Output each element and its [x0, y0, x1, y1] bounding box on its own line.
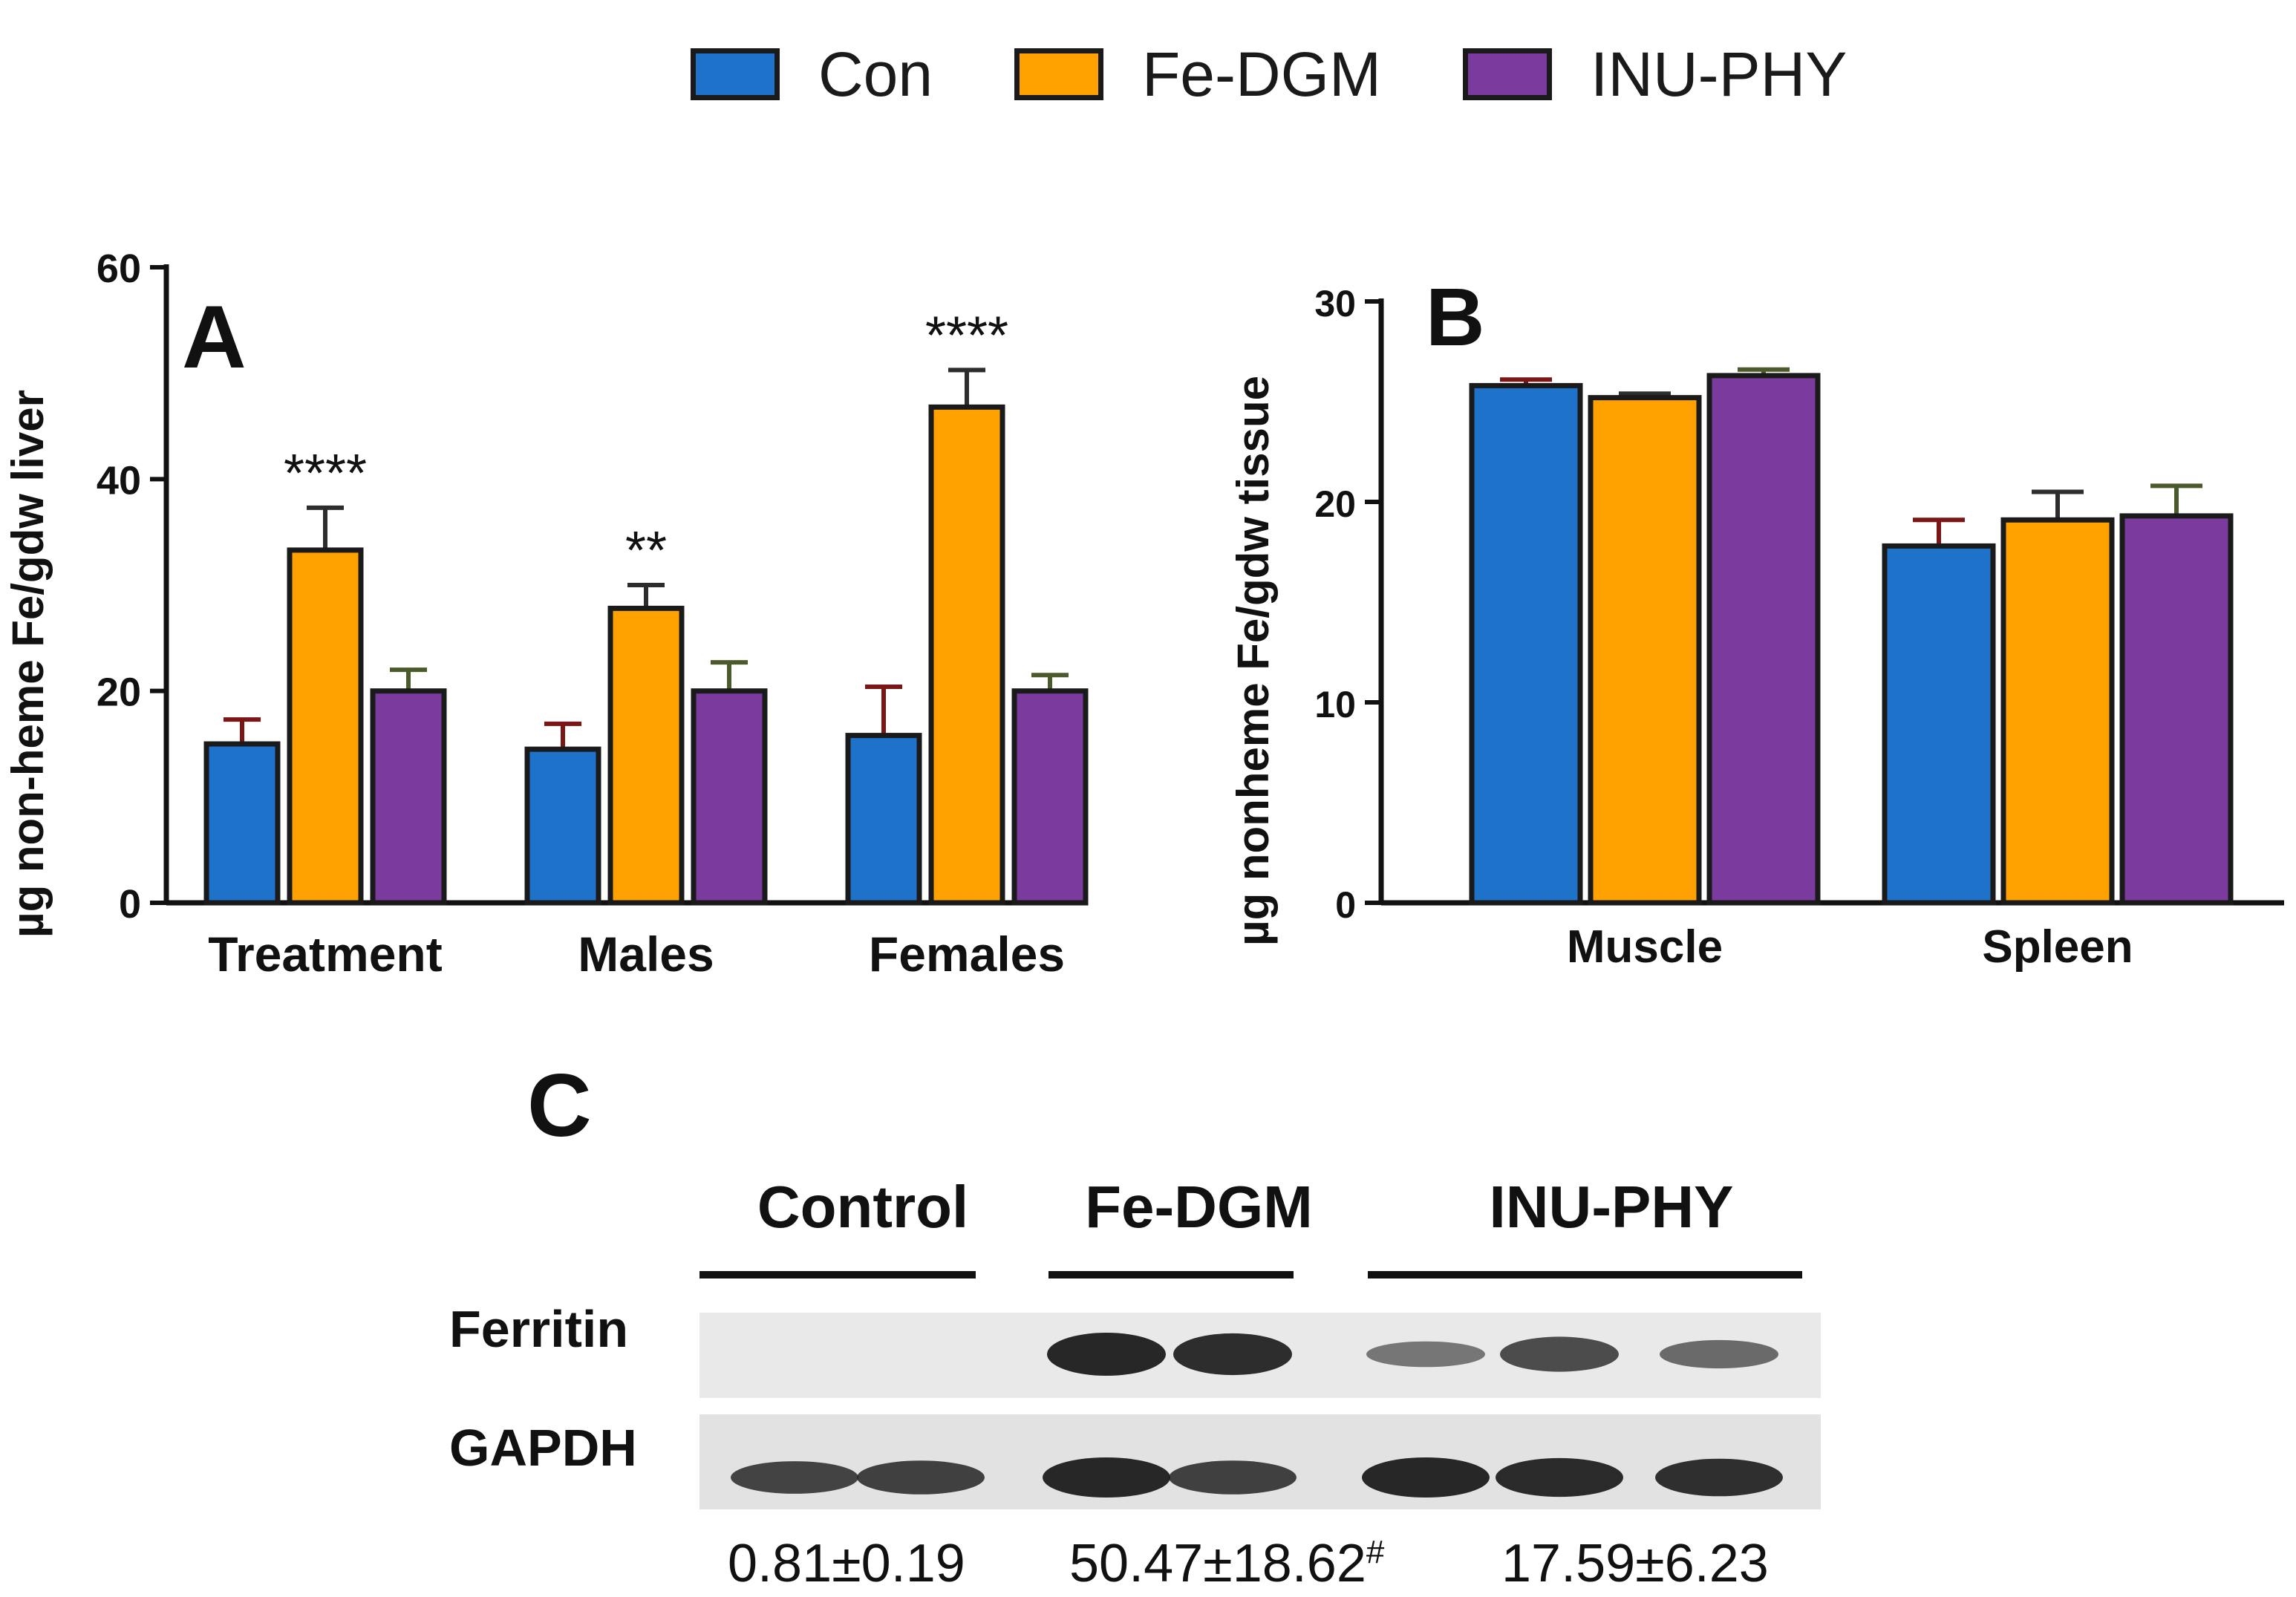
y-tick-label: 0 [119, 882, 141, 927]
bar-muscle-con [1469, 382, 1583, 906]
blot-row-gapdh: GAPDH [449, 1419, 637, 1477]
bar-males-fe-dgm [607, 605, 685, 906]
legend-item-fe-dgm: Fe-DGM [1014, 22, 1381, 126]
gapdh-band [1496, 1457, 1623, 1498]
chart-panel-a: µg non-heme Fe/gdw liver A 0 20 40 60 Treatm… [3, 246, 1089, 982]
y-tick-label: 10 [1314, 684, 1356, 725]
legend: Con Fe-DGM INU-PHY [0, 22, 2296, 126]
blot-strip-gapdh [699, 1414, 1821, 1509]
quant-fe-dgm-value: 50.47±18.62 [1069, 1534, 1366, 1593]
ferritin-band [1660, 1339, 1778, 1369]
gapdh-band [1043, 1457, 1170, 1498]
blot-group-fe-dgm: Fe-DGM [1085, 1174, 1313, 1240]
quant-fe-dgm: 50.47±18.62# [1069, 1533, 1384, 1594]
blot-group-control: Control [757, 1174, 969, 1240]
quant-inu-phy: 17.59±6.23 [1501, 1533, 1769, 1594]
bar-muscle-inu-phy [1706, 373, 1821, 906]
y-tick-label: 40 [97, 458, 141, 503]
quant-fe-dgm-sup: # [1366, 1534, 1385, 1570]
quant-control: 0.81±0.19 [728, 1533, 965, 1594]
legend-label-con: Con [818, 39, 933, 109]
bar-treatment-inu-phy [370, 688, 447, 906]
legend-swatch-con [691, 48, 780, 100]
blot-underline-inu-phy [1368, 1271, 1802, 1278]
x-tick-label-males: Males [578, 927, 714, 982]
blot-underline-control [699, 1271, 976, 1278]
western-blot [699, 1271, 1821, 1509]
x-tick-label-treatment: Treatment [208, 927, 442, 982]
x-tick-label-spleen: Spleen [1982, 921, 2133, 973]
bar-treatment-con [203, 741, 281, 906]
x-tick-label-muscle: Muscle [1567, 921, 1723, 973]
chart-panel-b: µg nonheme Fe/gdw tissue B 0 10 20 30 Muscle… [1228, 272, 2284, 973]
legend-label-inu-phy: INU-PHY [1591, 39, 1847, 109]
bar-females-con [845, 733, 922, 906]
y-axis-title-a-text: µg non-heme Fe/gdw liver [3, 390, 53, 938]
bar-females-fe-dgm [928, 404, 1005, 906]
significance-annotation: ** [625, 521, 667, 581]
legend-item-inu-phy: INU-PHY [1463, 22, 1847, 126]
bar-females-inu-phy [1011, 688, 1089, 906]
y-tick-label: 0 [1335, 884, 1356, 926]
gapdh-band [1169, 1460, 1297, 1495]
panel-label-b: B [1426, 272, 1484, 363]
legend-swatch-inu-phy [1463, 48, 1552, 100]
blot-row-ferritin: Ferritin [449, 1300, 629, 1358]
gapdh-band [1362, 1457, 1490, 1498]
y-tick-label: 20 [97, 670, 141, 715]
significance-annotation: **** [925, 306, 1008, 365]
bar-treatment-fe-dgm [287, 547, 364, 906]
ferritin-band [1047, 1333, 1166, 1376]
legend-label-fe-dgm: Fe-DGM [1142, 39, 1381, 109]
legend-swatch-fe-dgm [1014, 48, 1103, 100]
bar-males-inu-phy [691, 688, 768, 906]
blot-group-inu-phy: INU-PHY [1489, 1174, 1734, 1240]
ferritin-band [1173, 1333, 1292, 1376]
gapdh-band [731, 1461, 858, 1494]
bar-males-con [524, 746, 601, 906]
panel-label-a: A [182, 287, 247, 387]
x-tick-label-females: Females [869, 927, 1065, 982]
panel-label-c: C [527, 1056, 592, 1155]
y-tick-label: 60 [97, 246, 141, 291]
ferritin-band [1500, 1336, 1619, 1372]
blot-underline-fe-dgm [1048, 1271, 1294, 1278]
quant-inu-phy-value: 17.59±6.23 [1501, 1534, 1769, 1593]
quant-control-value: 0.81±0.19 [728, 1534, 965, 1593]
gapdh-band [1655, 1458, 1783, 1497]
gapdh-band [857, 1460, 985, 1495]
blot-bands [731, 1333, 1783, 1498]
bar-spleen-con [1882, 543, 1996, 906]
ferritin-band [1366, 1341, 1485, 1368]
bar-spleen-inu-phy [2119, 513, 2234, 906]
y-axis-title-b: µg nonheme Fe/gdw tissue [1228, 376, 1278, 946]
y-axis-title-a: µg non-heme Fe/gdw liver [3, 390, 53, 938]
significance-annotation: **** [284, 444, 367, 503]
y-axis-title-b-text: µg nonheme Fe/gdw tissue [1228, 376, 1278, 946]
y-tick-label: 30 [1314, 283, 1356, 324]
bar-muscle-fe-dgm [1588, 395, 1702, 906]
y-tick-label: 20 [1314, 483, 1356, 525]
legend-item-con: Con [691, 22, 933, 126]
bar-spleen-fe-dgm [2000, 517, 2115, 906]
